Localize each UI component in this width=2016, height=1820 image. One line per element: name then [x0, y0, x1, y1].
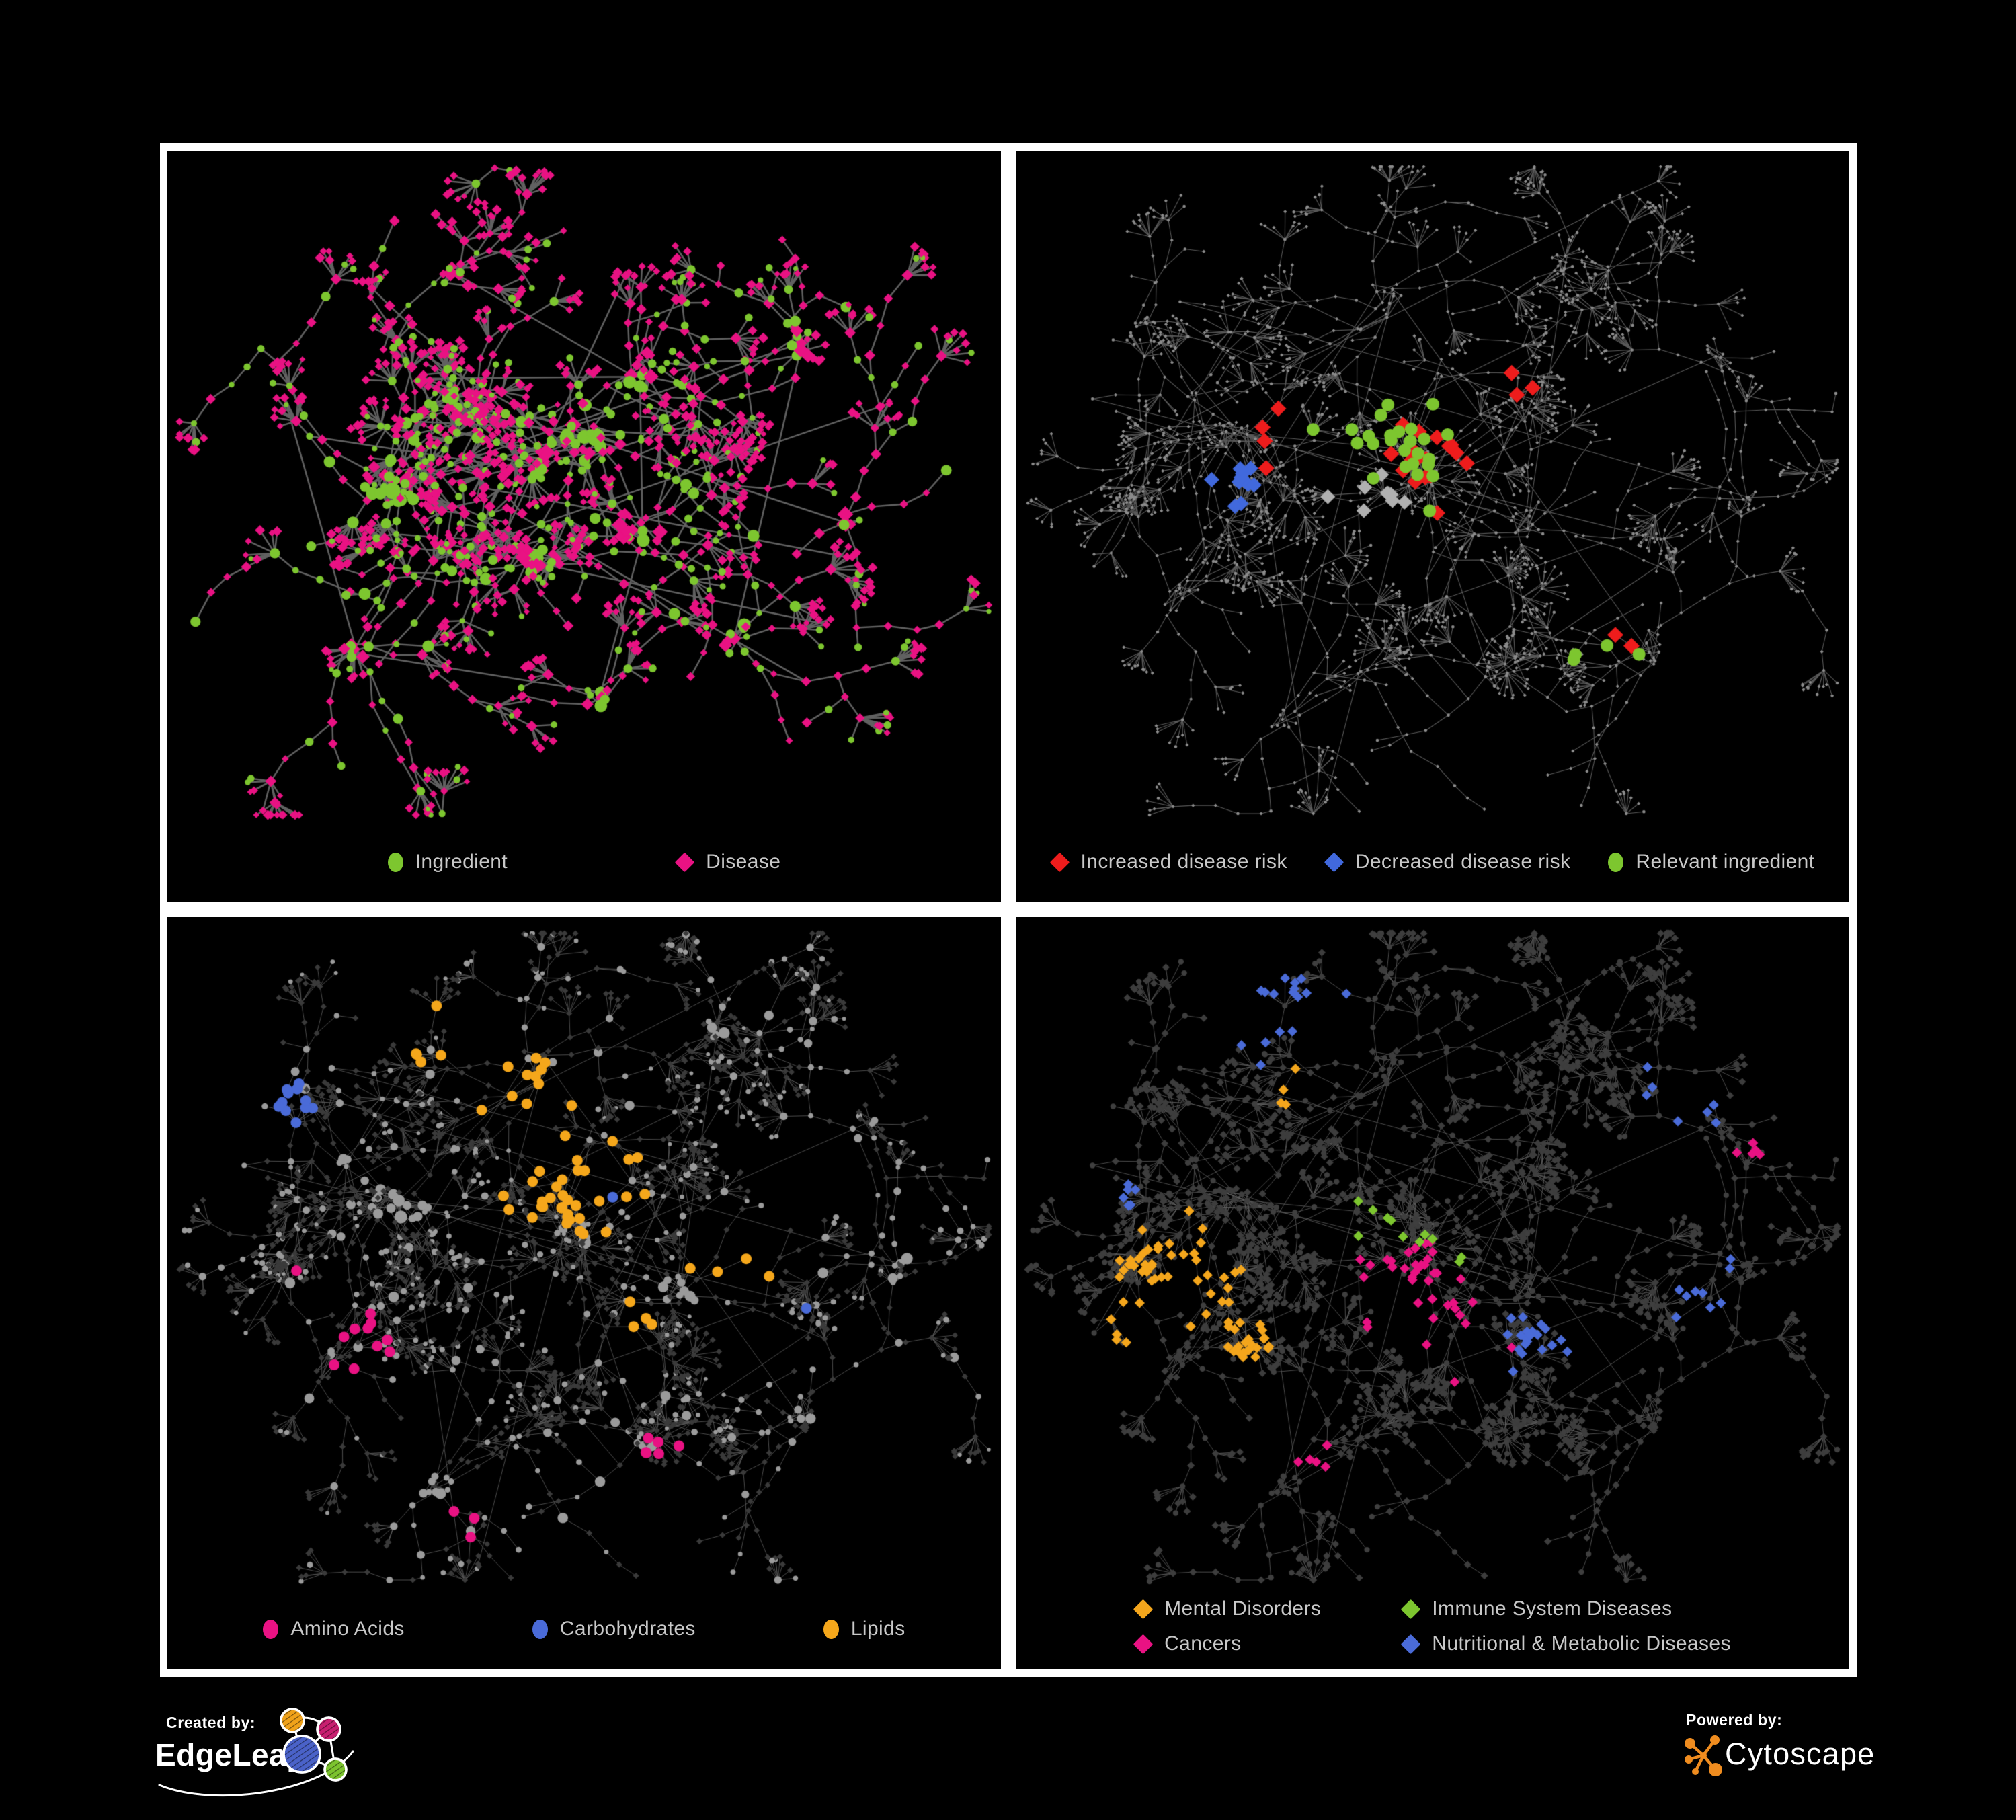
circle-swatch — [532, 1619, 548, 1639]
network-graph-ingredient-classes — [167, 921, 1001, 1593]
diamond-swatch — [1133, 1634, 1154, 1654]
legend-label: Nutritional & Metabolic Diseases — [1432, 1632, 1731, 1655]
created-by-label: Created by: — [166, 1714, 256, 1731]
legend-item-lipids: Lipids — [823, 1618, 905, 1640]
network-graph-ingredient-disease — [167, 155, 1001, 827]
cytoscape-wordmark: Cytoscape — [1725, 1737, 1876, 1771]
legend-item-cancers: Cancers — [1133, 1632, 1321, 1655]
legend-label: Ingredient — [415, 850, 508, 873]
legend-item-nutritional-metabolic-diseases: Nutritional & Metabolic Diseases — [1400, 1632, 1731, 1655]
legend-label: Mental Disorders — [1164, 1597, 1322, 1620]
cytoscape-logo-block: Powered by: Cytoscape — [1681, 1704, 1909, 1792]
powered-by-label: Powered by: — [1686, 1711, 1783, 1729]
circle-swatch — [1608, 852, 1624, 872]
network-graph-disease-risk — [1016, 155, 1849, 827]
panel-grid: Ingredient Disease Increased disease risk… — [160, 143, 1857, 1677]
legend-item-immune-system-diseases: Immune System Diseases — [1400, 1597, 1731, 1620]
legend-item-carbohydrates: Carbohydrates — [532, 1618, 696, 1640]
diamond-swatch — [1049, 852, 1070, 872]
panel-disease-classes: Mental Disorders Immune System Diseases Ca… — [1008, 910, 1857, 1677]
diamond-swatch — [1400, 1634, 1421, 1654]
legend-item-decreased-disease-risk: Decreased disease risk — [1324, 850, 1571, 873]
edgeleap-network-icon — [280, 1708, 348, 1782]
legend-disease-classes: Mental Disorders Immune System Diseases Ca… — [1016, 1585, 1849, 1668]
diamond-swatch — [1133, 1599, 1154, 1619]
panel-ingredient-disease: Ingredient Disease — [160, 143, 1008, 910]
diamond-swatch — [1324, 852, 1344, 872]
legend-label: Immune System Diseases — [1432, 1597, 1672, 1620]
circle-swatch — [823, 1619, 839, 1639]
panel-disease-risk: Increased disease risk Decreased disease … — [1008, 143, 1857, 910]
legend-label: Cancers — [1164, 1632, 1242, 1655]
legend-label: Relevant ingredient — [1636, 850, 1815, 873]
legend-item-disease: Disease — [674, 850, 781, 873]
legend-label: Amino Acids — [290, 1618, 405, 1640]
circle-swatch — [387, 852, 403, 872]
legend-label: Carbohydrates — [559, 1618, 696, 1640]
legend-item-relevant-ingredient: Relevant ingredient — [1608, 850, 1814, 873]
edgeleap-logo-block: Created by: EdgeLeap — [151, 1704, 487, 1819]
cytoscape-network-icon — [1685, 1735, 1722, 1776]
legend-item-amino-acids: Amino Acids — [263, 1618, 404, 1640]
legend-item-increased-disease-risk: Increased disease risk — [1049, 850, 1287, 873]
legend-ingredient-disease: Ingredient Disease — [167, 828, 1001, 896]
legend-disease-risk: Increased disease risk Decreased disease … — [1016, 828, 1849, 896]
legend-ingredient-classes: Amino Acids Carbohydrates Lipids — [167, 1595, 1001, 1663]
diamond-swatch — [674, 852, 695, 872]
panel-ingredient-classes: Amino Acids Carbohydrates Lipids — [160, 910, 1008, 1677]
legend-label: Disease — [706, 850, 781, 873]
legend-label: Decreased disease risk — [1355, 850, 1571, 873]
legend-label: Increased disease risk — [1080, 850, 1287, 873]
legend-label: Lipids — [850, 1618, 905, 1640]
diamond-swatch — [1400, 1599, 1421, 1619]
legend-item-mental-disorders: Mental Disorders — [1133, 1597, 1322, 1620]
legend-item-ingredient: Ingredient — [387, 850, 508, 873]
circle-swatch — [263, 1619, 279, 1639]
network-graph-disease-classes — [1016, 921, 1849, 1593]
